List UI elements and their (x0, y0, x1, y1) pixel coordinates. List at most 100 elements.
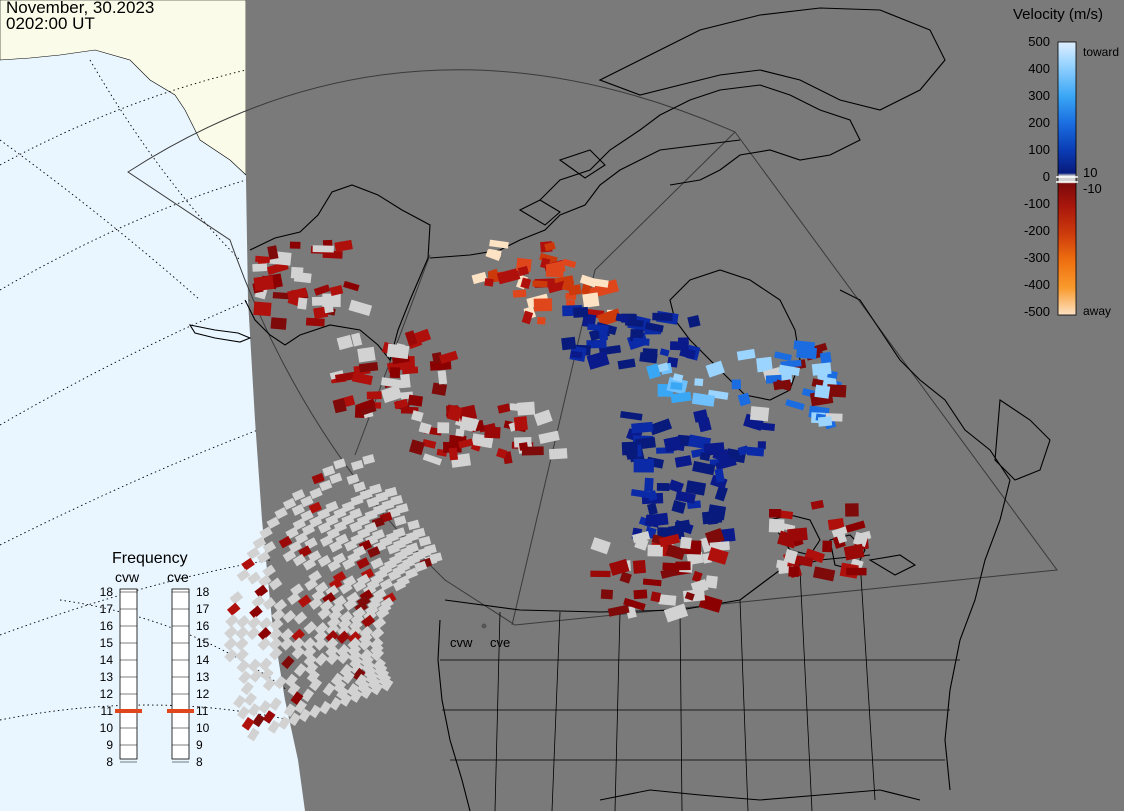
backscatter-cell (367, 546, 381, 558)
backscatter-cell (258, 657, 273, 672)
backscatter-cell (348, 624, 362, 639)
backscatter-cell (252, 263, 268, 272)
backscatter-cell (579, 274, 598, 288)
backscatter-cell (359, 488, 373, 500)
frequency-tick-label: 8 (196, 755, 203, 769)
colorbar-tick: -300 (1024, 250, 1050, 265)
sea-ice-region (0, 0, 247, 176)
frequency-tick-label: 13 (196, 670, 210, 684)
backscatter-cell (521, 310, 534, 325)
backscatter-cell (835, 530, 848, 544)
backscatter-cell (659, 348, 670, 357)
backscatter-cell (544, 241, 556, 252)
backscatter-cell (471, 271, 488, 285)
frequency-tick-label: 14 (100, 653, 114, 667)
backscatter-cell (375, 606, 390, 620)
backscatter-cell (293, 611, 308, 625)
backscatter-cell (347, 637, 361, 651)
backscatter-cell (269, 618, 284, 632)
coastlines (188, 7, 1051, 811)
radar-site-cvw (481, 623, 487, 629)
backscatter-cell (387, 569, 402, 582)
backscatter-cell (369, 483, 383, 495)
backscatter-cell (366, 496, 380, 508)
colorbar-tick: 500 (1028, 34, 1050, 49)
backscatter-cell (407, 394, 424, 407)
backscatter-cell (289, 241, 301, 249)
backscatter-cell (352, 667, 366, 682)
backscatter-cell (752, 421, 776, 432)
frequency-tick-label: 12 (196, 687, 210, 701)
frequency-radar-name: cve (167, 569, 189, 585)
frequency-tick-label: 11 (101, 704, 114, 718)
backscatter-cell (691, 570, 703, 583)
frequency-tick-label: 11 (196, 704, 209, 718)
backscatter-cell (267, 720, 281, 734)
backscatter-cell (448, 447, 459, 461)
backscatter-cell (277, 716, 291, 730)
backscatter-cell (609, 558, 630, 576)
frequency-tick-label: 17 (196, 602, 210, 616)
backscatter-cell (267, 245, 279, 260)
backscatter-cell (597, 308, 622, 327)
colorbar-label-toward: toward (1083, 45, 1119, 59)
backscatter-cell (811, 362, 832, 376)
backscatter-cell (458, 438, 474, 449)
backscatter-cell (224, 625, 238, 640)
backscatter-cell (224, 648, 238, 663)
colorbar-tick: 400 (1028, 61, 1050, 76)
backscatter-cell (325, 644, 339, 658)
backscatter-cell (362, 454, 375, 465)
backscatter-cell (343, 597, 358, 611)
backscatter-cell (246, 547, 261, 560)
backscatter-cell (691, 392, 716, 407)
backscatter-cell (793, 340, 815, 352)
backscatter-cell (333, 507, 347, 520)
backscatter-cell (783, 548, 798, 565)
backscatter-cell (249, 669, 263, 683)
backscatter-cell (247, 727, 260, 742)
backscatter-cell (533, 298, 553, 312)
backscatter-cell (262, 564, 276, 578)
backscatter-cell (670, 381, 683, 391)
backscatter-cell (714, 485, 728, 502)
backscatter-cell (326, 615, 341, 630)
backscatter-cell (787, 527, 808, 542)
backscatter-cell (705, 575, 718, 589)
backscatter-cell (300, 495, 314, 508)
backscatter-cell (350, 494, 364, 506)
backscatter-cell (679, 536, 692, 550)
backscatter-cell (817, 416, 833, 427)
backscatter-cell (652, 312, 673, 321)
backscatter-cell (269, 646, 283, 661)
backscatter-cell (325, 514, 339, 527)
backscatter-cell (380, 677, 394, 692)
colorbar-label-away: away (1083, 304, 1111, 318)
backscatter-cell (237, 705, 250, 720)
backscatter-cell (333, 679, 347, 694)
backscatter-cell (236, 615, 250, 629)
backscatter-cell (672, 373, 684, 383)
backscatter-cell (225, 614, 239, 628)
backscatter-cell (418, 535, 432, 547)
backscatter-cell (311, 589, 326, 603)
backscatter-cell (247, 658, 261, 673)
colorbar-small-tick: -10 (1083, 181, 1102, 196)
backscatter-cell (379, 578, 394, 591)
backscatter-cell (568, 284, 582, 296)
backscatter-cell (268, 577, 283, 591)
backscatter-cell (246, 626, 261, 641)
backscatter-cell (386, 543, 401, 555)
backscatter-cell (633, 458, 654, 473)
backscatter-cell (607, 604, 630, 617)
backscatter-cell (298, 708, 312, 723)
backscatter-cell (363, 665, 377, 680)
frequency-bar-cvw (119, 588, 138, 760)
backscatter-cell (282, 497, 297, 510)
backscatter-cell (236, 568, 251, 582)
backscatter-cell (620, 410, 643, 421)
backscatter-cell (384, 486, 398, 498)
frequency-panel: 18 18 17 17 16 16 15 15 14 14 13 13 12 12 11 11 10 10 9 9 8 8 (100, 585, 210, 769)
backscatter-cell (253, 301, 272, 317)
backscatter-cell (235, 648, 249, 662)
